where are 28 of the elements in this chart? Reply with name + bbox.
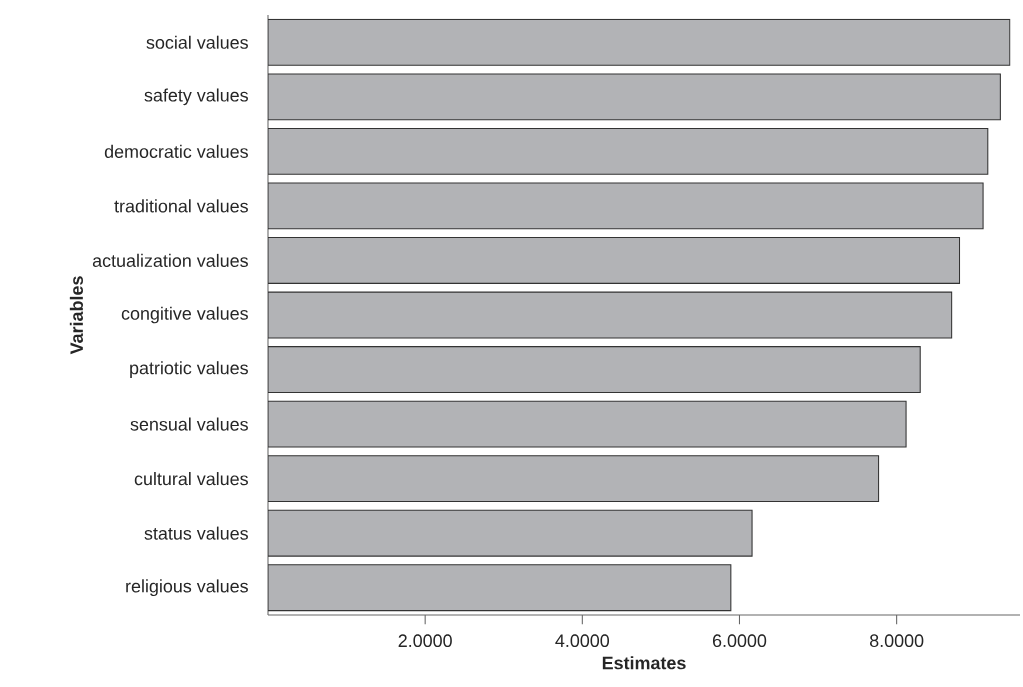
bar [268, 18, 1011, 66]
bar [268, 509, 753, 557]
y-tick-label: religious values [126, 579, 248, 597]
bar [268, 127, 989, 175]
y-tick-label: traditional values [114, 199, 248, 213]
x-axis-title: Estimates [602, 656, 686, 670]
bar [268, 400, 907, 448]
y-tick-label: cultural values [134, 472, 248, 486]
bar [268, 291, 953, 339]
bar [268, 73, 1001, 121]
y-tick-label: status values [144, 526, 248, 540]
bar [268, 237, 961, 284]
y-tick-label: patriotic values [130, 361, 248, 378]
y-tick-label: social values [146, 35, 248, 49]
bar [268, 564, 732, 612]
x-tick-label: 4.0000 [555, 634, 610, 648]
y-tick-label: democratic values [104, 144, 248, 158]
y-tick-label: actualization values [92, 253, 248, 268]
x-tick-label: 8.0000 [869, 634, 924, 648]
bar [268, 346, 921, 393]
y-axis-title: Variables [69, 276, 83, 355]
bar [268, 182, 984, 230]
x-tick-label: 2.0000 [398, 634, 452, 648]
x-tick-label: 6.0000 [712, 634, 767, 648]
bar [268, 455, 880, 503]
y-tick-label: congitive values [121, 306, 248, 324]
y-tick-label: safety values [144, 88, 248, 106]
y-tick-label: sensual values [130, 417, 248, 431]
